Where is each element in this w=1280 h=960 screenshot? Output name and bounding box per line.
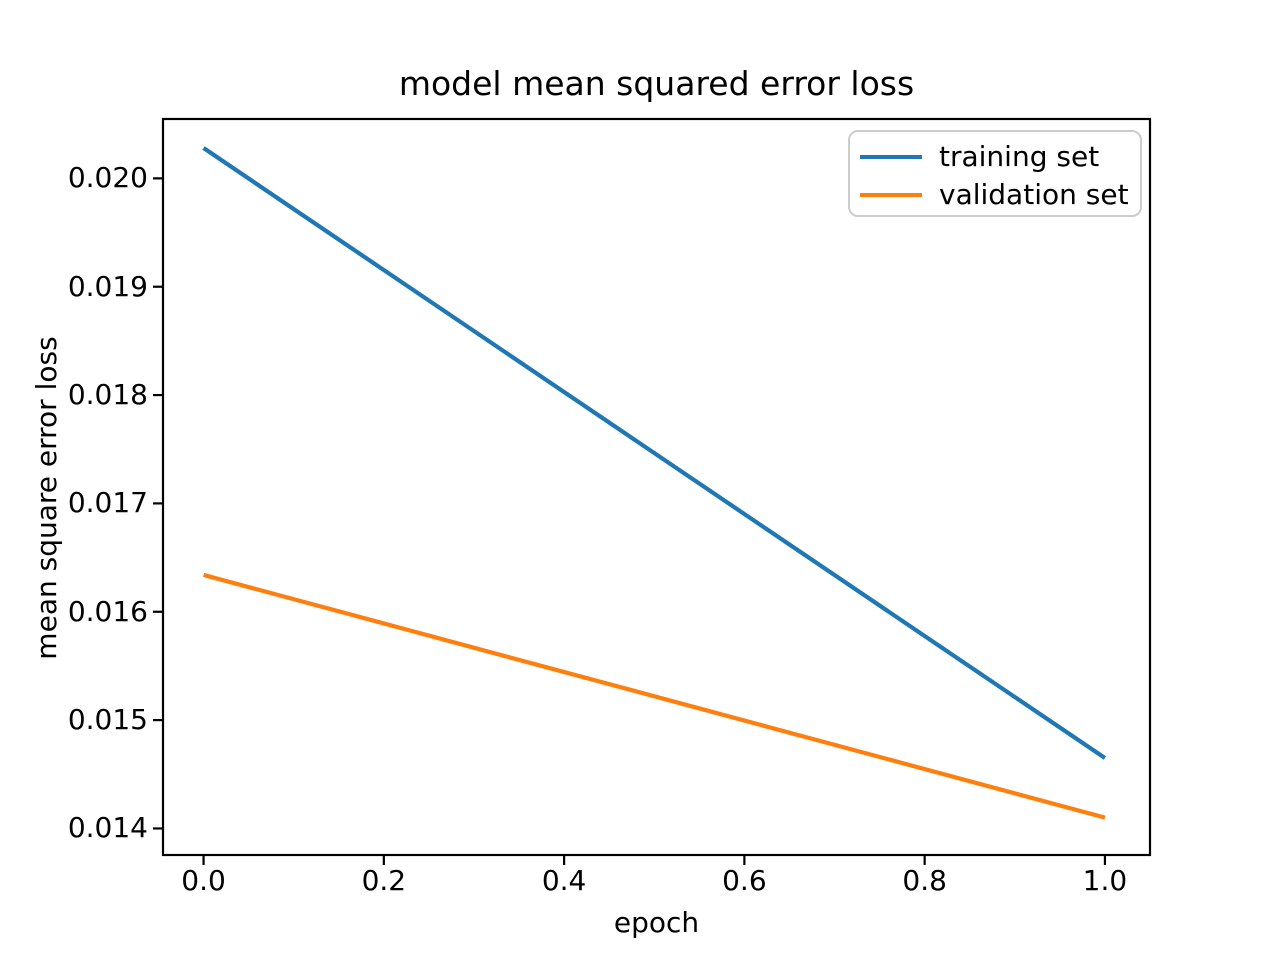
y-tick-label: 0.017 (67, 486, 148, 520)
legend-entry-validation-set: validation set (860, 176, 1140, 214)
legend-entry-training-set: training set (860, 138, 1140, 176)
y-tick-label: 0.018 (67, 378, 148, 412)
training-set-line (202, 146, 1107, 760)
x-tick-label: 0.0 (181, 864, 226, 897)
axes-frame (161, 117, 1152, 857)
y-tick-label: 0.015 (67, 703, 148, 737)
x-tick-label: 0.4 (541, 864, 587, 897)
y-tick-label: 0.016 (67, 594, 148, 628)
x-tick-label: 1.0 (1082, 864, 1128, 897)
legend: training set validation set (848, 130, 1142, 217)
x-axis-label: epoch (613, 906, 700, 939)
y-tick-label: 0.020 (67, 161, 148, 195)
validation-set-line (203, 572, 1106, 820)
training-set-line-icon (860, 155, 922, 159)
validation-set-line-icon (860, 193, 922, 197)
x-tick-label: 0.2 (361, 864, 407, 897)
y-tick-label: 0.019 (67, 269, 148, 303)
legend-label-training-set: training set (939, 140, 1100, 173)
y-tick-label: 0.014 (67, 811, 148, 845)
legend-label-validation-set: validation set (939, 178, 1129, 211)
x-tick-label: 0.8 (902, 864, 947, 897)
x-tick-label: 0.6 (722, 864, 767, 897)
chart-title: model mean squared error loss (398, 64, 915, 103)
